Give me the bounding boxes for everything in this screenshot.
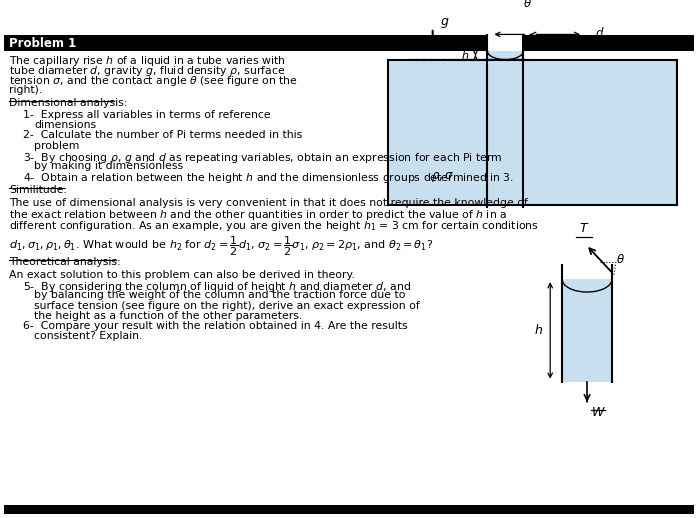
Text: different configuration. As an example, you are given the height $h_1$ = 3 cm fo: different configuration. As an example, … <box>9 219 540 233</box>
Text: right).: right). <box>9 84 43 95</box>
Text: $g$: $g$ <box>440 16 449 30</box>
Text: Dimensional analysis:: Dimensional analysis: <box>9 98 128 108</box>
Bar <box>487 33 524 51</box>
Text: 3-  By choosing $\rho$, $g$ and $d$ as repeating variables, obtain an expression: 3- By choosing $\rho$, $g$ and $d$ as re… <box>23 151 503 165</box>
Text: by making it dimensionless: by making it dimensionless <box>34 161 184 171</box>
Text: by balancing the weight of the column and the traction force due to: by balancing the weight of the column an… <box>34 291 406 300</box>
Bar <box>487 33 524 61</box>
Text: The use of dimensional analysis is very convenient in that it does not require t: The use of dimensional analysis is very … <box>9 198 528 208</box>
Text: consistent? Explain.: consistent? Explain. <box>34 332 142 341</box>
Text: tube diameter $d$, gravity $g$, fluid density $\rho$, surface: tube diameter $d$, gravity $g$, fluid de… <box>9 64 285 78</box>
Text: 1-  Express all variables in terms of reference: 1- Express all variables in terms of ref… <box>23 110 271 120</box>
Text: Similitude:: Similitude: <box>9 185 68 195</box>
Text: $\rho,\sigma$: $\rho,\sigma$ <box>431 170 454 184</box>
Text: surface tension (see figure on the right), derive an exact expression of: surface tension (see figure on the right… <box>34 300 420 311</box>
Text: $d$: $d$ <box>595 25 604 39</box>
Text: tension $\sigma$, and the contact angle $\theta$ (see figure on the: tension $\sigma$, and the contact angle … <box>9 75 298 89</box>
Text: $\theta$: $\theta$ <box>616 253 625 266</box>
Text: the height as a function of the other parameters.: the height as a function of the other pa… <box>34 311 302 321</box>
Text: $T$: $T$ <box>579 223 589 236</box>
Text: problem: problem <box>34 140 80 151</box>
Text: 2-  Calculate the number of Pi terms needed in this: 2- Calculate the number of Pi terms need… <box>23 131 302 140</box>
Bar <box>563 279 611 382</box>
Text: 6-  Compare your result with the relation obtained in 4. Are the results: 6- Compare your result with the relation… <box>23 321 408 331</box>
Text: $\theta$: $\theta$ <box>523 0 532 10</box>
Text: 5-  By considering the column of liquid of height $h$ and diameter $d$, and: 5- By considering the column of liquid o… <box>23 280 411 294</box>
Bar <box>388 61 676 205</box>
Text: $h$: $h$ <box>534 323 543 337</box>
Text: Theoretical analysis:: Theoretical analysis: <box>9 257 121 267</box>
Text: The capillary rise $h$ of a liquid in a tube varies with: The capillary rise $h$ of a liquid in a … <box>9 54 286 68</box>
Text: $d_1, \sigma_1, \rho_1, \theta_1$. What would be $h_2$ for $d_2 = \dfrac{1}{2}d_: $d_1, \sigma_1, \rho_1, \theta_1$. What … <box>9 235 433 258</box>
Bar <box>489 51 522 205</box>
Bar <box>4 35 694 51</box>
Text: An exact solution to this problem can also be derived in theory.: An exact solution to this problem can al… <box>9 270 355 280</box>
Text: 4-  Obtain a relation between the height $h$ and the dimensionless groups determ: 4- Obtain a relation between the height … <box>23 171 514 185</box>
Text: Problem 1: Problem 1 <box>9 37 77 50</box>
Text: $h$: $h$ <box>461 49 470 61</box>
Text: dimensions: dimensions <box>34 120 96 130</box>
Bar <box>4 505 694 514</box>
Text: $W$: $W$ <box>591 406 606 419</box>
Text: the exact relation between $h$ and the other quantities in order to predict the : the exact relation between $h$ and the o… <box>9 208 507 223</box>
